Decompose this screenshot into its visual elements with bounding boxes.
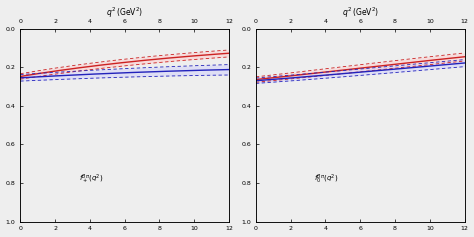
Text: $f_0^{B\pi}(q^2)$: $f_0^{B\pi}(q^2)$ xyxy=(314,173,339,186)
X-axis label: $q^2\,(\mathrm{GeV}^2)$: $q^2\,(\mathrm{GeV}^2)$ xyxy=(342,5,379,20)
X-axis label: $q^2\,(\mathrm{GeV}^2)$: $q^2\,(\mathrm{GeV}^2)$ xyxy=(106,5,143,20)
Text: $f_+^{B\pi}(q^2)$: $f_+^{B\pi}(q^2)$ xyxy=(79,173,103,186)
